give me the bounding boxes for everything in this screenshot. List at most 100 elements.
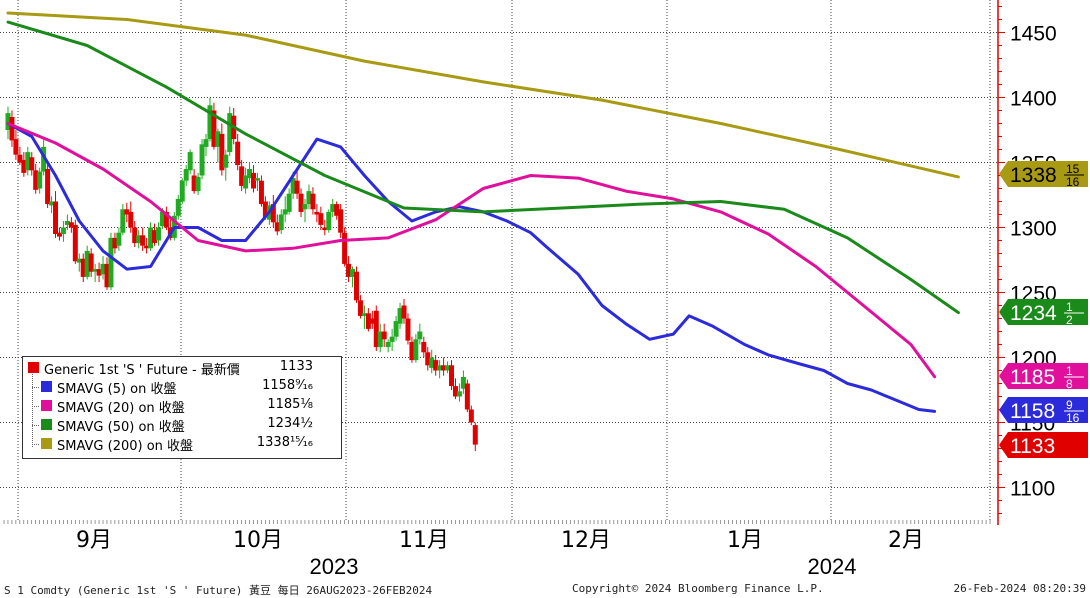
candle-body: [104, 263, 110, 288]
candle-body: [60, 227, 66, 234]
candle-body: [389, 336, 395, 342]
candle-body: [243, 175, 249, 189]
candle-body: [350, 269, 356, 277]
candle-body: [112, 237, 118, 249]
candle-body: [251, 172, 257, 189]
legend-row-sma200: SMAVG (200) on 收盤 1338¹⁵⁄₁₆: [23, 435, 341, 454]
candle-body: [49, 201, 55, 206]
legend-value-sma200: 1338¹⁵⁄₁₆: [256, 435, 313, 450]
y-axis: 11001150120012501300135014001450: [997, 0, 1057, 525]
candle-body: [413, 339, 419, 361]
candle-body: [187, 152, 193, 171]
candle-body: [460, 377, 466, 389]
candle-body: [195, 176, 201, 192]
x-year-label: 2023: [310, 554, 359, 579]
candle-body: [215, 131, 221, 147]
candle-body: [401, 305, 407, 319]
x-month-label: 1月: [727, 528, 763, 553]
candle-body: [365, 313, 371, 329]
candle-body: [140, 235, 146, 246]
candle-body: [108, 237, 114, 288]
candle-body: [274, 222, 280, 232]
candle-body: [33, 170, 39, 190]
legend-swatch-sma20: [41, 400, 52, 411]
last-value-fraction-den: 16: [1066, 411, 1080, 425]
candle-body: [468, 409, 474, 423]
candle-body: [445, 365, 451, 371]
legend-value-price: 1133: [279, 359, 313, 374]
sma200-line: [6, 11, 960, 179]
candle-body: [96, 269, 102, 276]
candle-body: [353, 271, 359, 301]
candle-body: [56, 232, 62, 237]
last-value-tag: [999, 363, 1088, 389]
moving-average-lines: [6, 11, 960, 413]
candle-body: [409, 341, 415, 361]
grid-lines: [0, 0, 998, 520]
candle-body: [124, 209, 130, 215]
candle-body: [433, 360, 439, 371]
legend-value-sma5: 1158⁹⁄₁₆: [262, 378, 313, 393]
candle-body: [254, 178, 260, 181]
legend-value-sma50: 1234½: [267, 416, 313, 431]
legend: Generic 1st 'S ' Future - 最新價 1133 SMAVG…: [22, 356, 342, 459]
candle-body: [302, 204, 308, 210]
candle-body: [37, 171, 43, 189]
candle-body: [41, 146, 47, 172]
candle-body: [464, 383, 470, 410]
candle-body: [21, 159, 27, 173]
last-value-tag: [999, 299, 1088, 325]
y-tick-label: 1100: [1010, 478, 1055, 501]
candle-body: [100, 263, 106, 275]
candle-body: [421, 341, 427, 353]
last-value-text: 1185: [1010, 366, 1055, 389]
legend-swatch-price: [28, 362, 39, 373]
candle-body: [116, 232, 122, 246]
candle-body: [472, 425, 478, 445]
candle-body: [120, 209, 126, 233]
candle-body: [278, 214, 284, 231]
footer-timestamp: 26-Feb-2024 08:20:39: [953, 582, 1086, 595]
candle-body: [136, 235, 142, 244]
candle-body: [437, 365, 443, 371]
candle-body: [282, 209, 288, 215]
candle-body: [155, 227, 161, 241]
candle-body: [76, 258, 82, 263]
last-value-fraction-num: 1: [1066, 364, 1073, 378]
candle-body: [322, 227, 328, 231]
candle-body: [449, 365, 455, 387]
candle-body: [17, 154, 23, 163]
footer-security: S 1 Comdty (Generic 1st 'S ' Future) 黃豆 …: [4, 584, 433, 597]
candle-body: [381, 331, 387, 340]
candlestick-series: [5, 97, 478, 452]
candle-body: [456, 391, 462, 397]
candle-body: [342, 232, 348, 264]
legend-row-sma20: SMAVG (20) on 收盤 1185⅛: [23, 397, 341, 416]
candle-body: [417, 331, 423, 340]
candle-body: [88, 253, 94, 272]
candle-body: [219, 133, 225, 171]
last-value-fraction-den: 16: [1066, 175, 1080, 189]
last-value-text: 1234: [1010, 302, 1057, 325]
last-value-fraction-num: 1: [1066, 300, 1073, 314]
legend-swatch-sma5: [41, 381, 52, 392]
legend-row-sma50: SMAVG (50) on 收盤 1234½: [23, 416, 341, 435]
sma20-line: [6, 122, 937, 379]
candle-body: [373, 310, 379, 348]
candle-body: [262, 201, 268, 218]
candle-body: [207, 105, 213, 140]
candle-body: [338, 209, 344, 233]
candle-body: [183, 169, 189, 181]
legend-row-sma5: SMAVG (5) on 收盤 1158⁹⁄₁₆: [23, 378, 341, 397]
candle-body: [203, 139, 209, 147]
candle-body: [152, 230, 158, 244]
candle-body: [128, 211, 134, 228]
candle-body: [199, 144, 205, 176]
candle-body: [452, 386, 458, 397]
y-tick-label: 1450: [1010, 23, 1057, 46]
last-value-fraction-num: 15: [1066, 162, 1080, 176]
candle-body: [191, 175, 197, 192]
candle-body: [132, 227, 138, 244]
candle-body: [29, 157, 35, 171]
x-month-label: 11月: [399, 528, 449, 553]
